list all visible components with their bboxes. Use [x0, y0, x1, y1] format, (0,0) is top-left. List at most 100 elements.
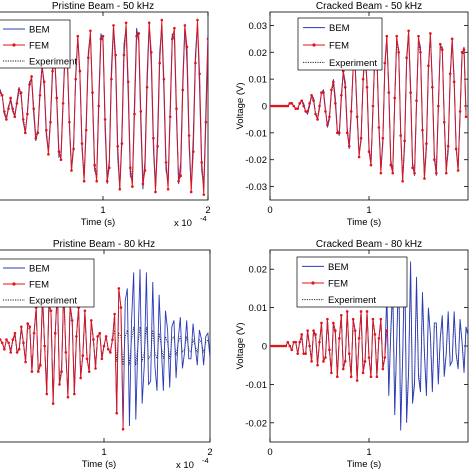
fem-marker — [73, 392, 76, 396]
fem-marker — [51, 69, 54, 73]
fem-marker — [192, 150, 195, 153]
fem-marker — [330, 88, 333, 92]
legend-marker-fem — [12, 43, 16, 47]
fem-marker — [200, 161, 203, 164]
fem-marker — [413, 171, 416, 175]
fem-marker — [147, 21, 151, 25]
fem-marker — [298, 102, 302, 105]
fem-marker — [70, 169, 73, 172]
fem-marker — [316, 118, 319, 121]
fem-marker — [448, 72, 452, 76]
fem-marker — [120, 142, 124, 145]
fem-marker — [26, 322, 29, 325]
fem-marker — [94, 367, 97, 370]
fem-marker — [395, 34, 399, 38]
fem-marker — [385, 34, 389, 38]
fem-marker — [387, 91, 391, 94]
fem-marker — [166, 187, 170, 191]
fem-marker — [405, 56, 408, 59]
fem-marker — [351, 317, 355, 321]
fem-marker — [173, 26, 176, 30]
fem-marker — [355, 115, 359, 119]
fem-marker — [150, 50, 153, 54]
fem-marker — [278, 104, 282, 108]
fem-marker — [274, 104, 278, 108]
chart-panel-2: Cracked Beam - 50 kHz 0 1 -0.03 -0.02 -0.01 0 0… — [235, 1, 469, 228]
fem-marker — [175, 107, 178, 110]
fem-marker — [343, 360, 347, 363]
fem-marker — [110, 77, 113, 81]
fem-marker — [347, 144, 351, 148]
fem-marker — [32, 331, 36, 335]
fem-marker — [93, 163, 96, 167]
chart-panel-4: Cracked Beam - 80 kHz 0 1 -0.02 -0.01 0 0.01 0.… — [235, 239, 469, 470]
fem-marker — [298, 340, 302, 344]
fem-marker — [278, 344, 282, 348]
fem-marker — [300, 99, 303, 102]
fem-marker — [312, 99, 315, 102]
fem-marker — [324, 356, 327, 359]
fem-marker — [339, 313, 343, 317]
fem-marker — [399, 134, 402, 137]
y-tick-label: -0.03 — [245, 182, 267, 193]
fem-marker — [122, 53, 126, 57]
fem-marker — [407, 29, 410, 33]
fem-marker — [403, 139, 406, 143]
fem-marker — [17, 347, 21, 351]
fem-marker — [9, 96, 12, 100]
fem-marker — [304, 110, 307, 113]
fem-marker — [83, 309, 87, 313]
fem-marker — [397, 50, 401, 54]
fem-marker — [49, 309, 53, 313]
fem-marker — [373, 333, 377, 336]
fem-marker — [290, 102, 294, 105]
fem-marker — [141, 182, 145, 186]
series-line-experiment — [270, 265, 468, 423]
fem-marker — [437, 104, 440, 108]
fem-marker — [433, 158, 436, 162]
fem-marker — [450, 37, 454, 41]
fem-marker — [282, 104, 286, 108]
fem-marker — [55, 96, 59, 100]
fem-marker — [326, 317, 329, 321]
fem-marker — [452, 80, 456, 84]
fem-marker — [179, 174, 182, 178]
fem-marker — [385, 329, 389, 332]
fem-marker — [324, 110, 327, 113]
fem-marker — [341, 69, 345, 73]
fem-marker — [177, 179, 180, 183]
legend-marker-fem — [312, 43, 316, 47]
fem-marker — [355, 379, 359, 382]
fem-marker — [429, 32, 432, 35]
fem-marker — [74, 77, 77, 81]
fem-marker — [117, 287, 121, 290]
fem-marker — [89, 29, 92, 33]
chart-title: Cracked Beam - 80 kHz — [316, 239, 422, 250]
fem-marker — [183, 24, 187, 27]
fem-marker — [19, 91, 23, 94]
legend-label: FEM — [29, 280, 49, 291]
fem-marker — [198, 72, 201, 76]
fem-marker — [96, 335, 99, 338]
fem-marker — [139, 110, 143, 113]
fem-marker — [3, 347, 6, 351]
fem-marker — [47, 153, 50, 156]
fem-marker — [345, 310, 349, 313]
y-tick-label: 0.03 — [249, 21, 268, 32]
fem-marker — [70, 319, 74, 322]
fem-marker — [185, 45, 189, 49]
fem-marker — [131, 185, 134, 188]
fem-marker — [5, 338, 8, 341]
fem-marker — [0, 93, 4, 97]
fem-marker — [320, 91, 323, 94]
chart-panel-3: Pristine Beam - 80 kHz 1 2 Time (s) x 10 -4 BE… — [0, 239, 213, 471]
fem-marker — [272, 104, 276, 108]
fem-marker — [423, 177, 426, 180]
fem-marker — [7, 341, 10, 345]
fem-marker — [341, 367, 345, 371]
legend-marker-fem — [12, 282, 16, 286]
fem-marker — [106, 347, 110, 351]
legend-label: Experiment — [328, 295, 376, 306]
fem-marker — [328, 115, 331, 119]
fem-marker — [11, 338, 15, 341]
